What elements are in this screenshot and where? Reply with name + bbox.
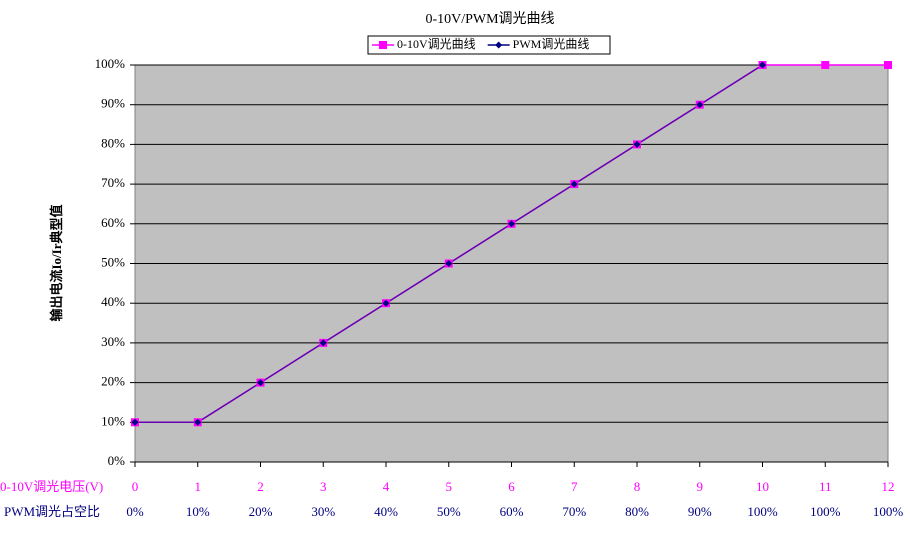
x-tick-label: 0 [132, 479, 139, 494]
series-marker [696, 101, 704, 109]
x-tick-label-2: 100% [747, 504, 778, 519]
series-marker [445, 260, 453, 267]
x-tick-label: 11 [819, 479, 832, 494]
legend-marker [495, 41, 503, 49]
x-tick-label-2: 40% [374, 504, 398, 519]
series-marker [884, 61, 892, 69]
x-tick-label: 6 [508, 479, 515, 494]
x-tick-label-2: 20% [249, 504, 273, 519]
x-row-title: PWM调光占空比 [4, 504, 100, 519]
x-tick-label: 3 [320, 479, 327, 494]
series-marker [257, 379, 264, 387]
y-tick-label: 50% [101, 254, 125, 269]
y-tick-label: 40% [101, 294, 125, 309]
x-tick-label-2: 100% [810, 504, 841, 519]
series-marker [633, 140, 641, 148]
series-marker [759, 61, 766, 69]
y-axis-title: 输出电流Io/Ir典型值 [49, 204, 64, 321]
series-marker [194, 418, 202, 426]
x-tick-label-2: 70% [562, 504, 586, 519]
series-marker [319, 339, 327, 347]
x-tick-label: 5 [446, 479, 453, 494]
x-tick-label: 7 [571, 479, 578, 494]
x-tick-label-2: 80% [625, 504, 649, 519]
x-tick-label: 8 [634, 479, 641, 494]
x-tick-label-2: 100% [873, 504, 904, 519]
x-tick-label: 1 [195, 479, 202, 494]
legend-label: 0-10V调光曲线 [397, 37, 476, 51]
y-tick-label: 80% [101, 135, 125, 150]
legend-label: PWM调光曲线 [513, 37, 590, 51]
x-tick-label-2: 0% [126, 504, 144, 519]
y-tick-label: 90% [101, 96, 125, 111]
y-tick-label: 60% [101, 215, 125, 230]
x-tick-label: 9 [697, 479, 704, 494]
x-tick-label: 2 [257, 479, 264, 494]
series-marker [570, 180, 578, 188]
y-tick-label: 20% [101, 374, 125, 389]
x-tick-label: 10 [756, 479, 769, 494]
series-marker [382, 299, 390, 307]
y-tick-label: 30% [101, 334, 125, 349]
x-tick-label-2: 60% [500, 504, 524, 519]
y-tick-label: 10% [101, 413, 125, 428]
series-marker [821, 61, 830, 69]
x-row-title: 0-10V调光电压(V) [0, 479, 103, 494]
legend-marker [379, 41, 387, 49]
y-tick-label: 100% [95, 56, 126, 71]
x-tick-label-2: 10% [186, 504, 210, 519]
y-tick-label: 70% [101, 175, 125, 190]
series-marker [508, 220, 515, 228]
series-marker [131, 418, 139, 426]
x-tick-label-2: 50% [437, 504, 461, 519]
x-tick-label-2: 90% [688, 504, 712, 519]
y-tick-label: 0% [108, 453, 126, 468]
chart-title: 0-10V/PWM调光曲线 [425, 11, 554, 27]
x-tick-label: 4 [383, 479, 390, 494]
x-tick-label: 12 [882, 479, 895, 494]
x-tick-label-2: 30% [311, 504, 335, 519]
